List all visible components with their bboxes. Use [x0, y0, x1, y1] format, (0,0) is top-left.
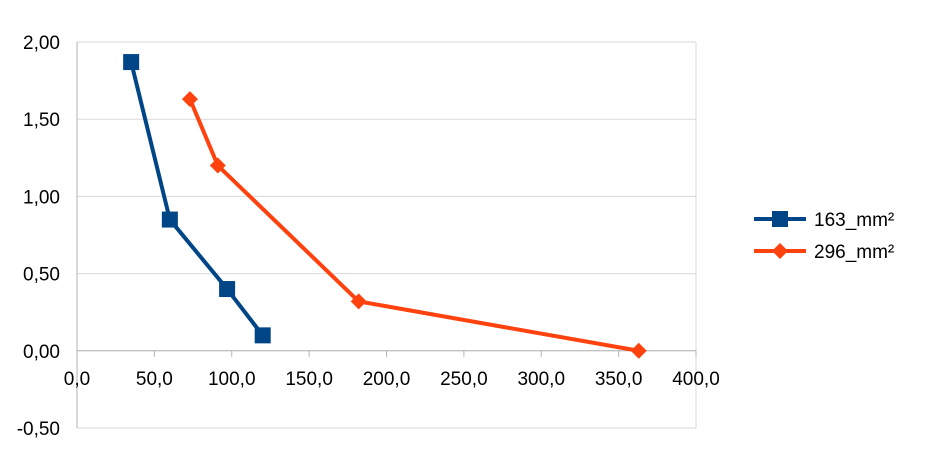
x-tick-label: 50,0 [136, 369, 173, 390]
y-tick-label: 1,00 [23, 187, 60, 208]
x-tick-label: 300,0 [517, 369, 565, 390]
x-tick-label: 350,0 [595, 369, 643, 390]
legend-item-2: 296_mm² [754, 242, 894, 263]
x-tick-label: 200,0 [363, 369, 411, 390]
data-point-square [161, 211, 178, 228]
legend-label: 163_mm² [814, 210, 894, 231]
y-tick-label: 0,00 [23, 342, 60, 363]
data-point-square [123, 54, 140, 71]
y-tick-labels: -0,50 0,00 0,50 1,00 1,50 2,00 [17, 33, 60, 440]
x-tick-label: 0,0 [64, 369, 90, 390]
data-point-square [254, 327, 271, 344]
series-2 [181, 91, 647, 359]
y-tick-label: 1,50 [23, 110, 60, 131]
x-tick-label: 250,0 [440, 369, 488, 390]
legend-marker-square [772, 211, 788, 227]
series-1 [123, 54, 271, 344]
data-point-diamond [630, 342, 647, 359]
x-tick-label: 400,0 [672, 369, 720, 390]
x-tick-label: 100,0 [208, 369, 256, 390]
data-point-diamond [350, 293, 367, 310]
data-point-square [219, 281, 236, 298]
y-tick-label: -0,50 [17, 419, 60, 440]
axes [76, 42, 697, 428]
legend-marker-diamond [772, 243, 788, 259]
plot-area [123, 54, 647, 359]
legend-item-1: 163_mm² [754, 210, 894, 231]
series-line [129, 60, 265, 338]
x-tick-label: 150,0 [285, 369, 333, 390]
y-tick-label: 2,00 [23, 33, 60, 54]
legend-label: 296_mm² [814, 242, 894, 263]
series-line [187, 97, 641, 353]
x-tick-labels: 0,0 50,0 100,0 150,0 200,0 250,0 300,0 350,0 400… [64, 369, 720, 390]
y-tick-label: 0,50 [23, 265, 60, 286]
data-point-diamond [181, 91, 198, 108]
legend: 163_mm² 296_mm² [754, 210, 894, 263]
data-point-diamond [209, 157, 226, 174]
